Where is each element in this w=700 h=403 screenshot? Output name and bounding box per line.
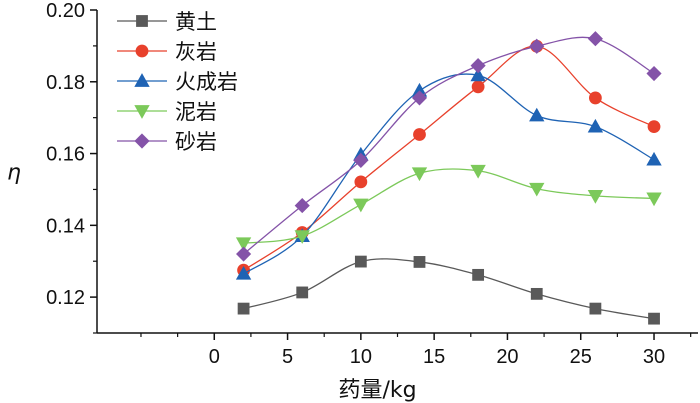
data-point xyxy=(354,175,368,189)
x-axis-title: 药量/kg xyxy=(338,378,416,403)
x-tick-label: 30 xyxy=(643,346,665,368)
data-point xyxy=(353,198,369,213)
data-point xyxy=(354,255,367,268)
series-line xyxy=(243,73,655,275)
x-tick-label: 15 xyxy=(423,346,445,368)
data-point xyxy=(646,65,662,82)
data-point xyxy=(587,118,604,133)
legend-label: 泥岩 xyxy=(175,100,217,124)
data-point xyxy=(471,80,485,94)
data-point xyxy=(646,151,662,166)
legend-label: 火成岩 xyxy=(175,70,238,94)
legend-marker xyxy=(134,105,150,119)
y-axis-title: η xyxy=(7,161,21,186)
x-tick-label: 0 xyxy=(209,346,220,368)
data-point xyxy=(587,190,604,204)
y-tick-label: 0.12 xyxy=(46,287,85,309)
legend-marker xyxy=(134,73,150,87)
data-point xyxy=(470,67,486,82)
legend-item: 黄土 xyxy=(117,10,217,34)
axes: 0 5 10 15 20 25 30 0.12 0.14 0.16 0.18 0.20 xyxy=(46,0,698,368)
series-line xyxy=(243,45,655,271)
data-point xyxy=(530,287,543,300)
data-point xyxy=(294,198,310,214)
x-tick-label: 25 xyxy=(570,346,592,368)
x-tick-label: 20 xyxy=(496,346,518,368)
legend-marker xyxy=(136,15,148,27)
legend-marker xyxy=(135,44,149,58)
data-point xyxy=(235,237,252,252)
data-point xyxy=(235,265,252,280)
legend-item: 火成岩 xyxy=(117,70,238,94)
x-tick-label: 10 xyxy=(350,346,372,368)
legend-marker xyxy=(134,133,150,149)
legend-label: 砂岩 xyxy=(175,130,217,154)
data-point xyxy=(413,256,426,268)
data-point xyxy=(294,230,310,244)
legend-label: 黄土 xyxy=(175,10,217,34)
data-point xyxy=(589,302,602,315)
data-point xyxy=(411,167,428,182)
series-1 xyxy=(237,255,660,325)
data-point xyxy=(646,192,662,207)
data-point xyxy=(470,164,486,179)
series-4 xyxy=(235,164,662,252)
data-point xyxy=(470,58,486,74)
data-point xyxy=(413,128,426,141)
legend-item: 泥岩 xyxy=(117,100,217,124)
data-point xyxy=(353,152,369,168)
data-point xyxy=(647,120,661,134)
data-point xyxy=(411,90,428,106)
y-tick-label: 0.18 xyxy=(46,72,85,94)
data-point xyxy=(588,91,602,105)
data-point xyxy=(529,38,545,54)
data-point xyxy=(648,312,660,325)
series-line xyxy=(243,168,655,244)
x-tick-label: 5 xyxy=(282,346,293,368)
y-tick-label: 0.16 xyxy=(46,144,85,166)
data-point xyxy=(472,268,485,281)
y-tick-label: 0.14 xyxy=(46,215,85,237)
data-point xyxy=(529,107,545,122)
data-point xyxy=(529,182,545,197)
series-line xyxy=(243,36,655,255)
series-layer xyxy=(235,31,662,325)
data-point xyxy=(237,302,250,315)
y-tick-label: 0.20 xyxy=(46,0,85,22)
legend-label: 灰岩 xyxy=(175,40,217,64)
data-point xyxy=(587,31,603,47)
legend-item: 灰岩 xyxy=(117,40,217,64)
data-point xyxy=(236,246,252,262)
series-5 xyxy=(236,31,662,262)
data-point xyxy=(296,286,309,299)
legend-item: 砂岩 xyxy=(117,130,217,154)
